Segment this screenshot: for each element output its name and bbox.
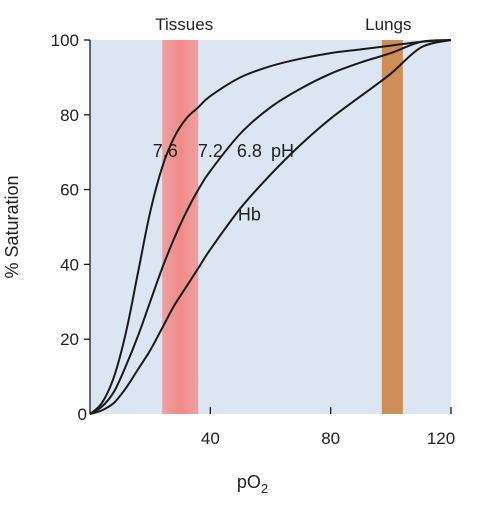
curve-ph-7-2 [89, 39, 452, 415]
x-tick-label: 40 [201, 429, 220, 448]
curve-label-ph-7-2: 7.2 [198, 141, 223, 161]
x-axis-title-main: pO [237, 472, 261, 492]
ticks-layer: 0 20 40 60 80 100 40 80 120 [51, 31, 456, 448]
x-tick-label: 80 [321, 429, 340, 448]
y-tick-label: 100 [51, 31, 79, 50]
bottom-strip [0, 500, 479, 514]
y-tick-label: 60 [60, 181, 79, 200]
y-tick-label: 40 [60, 255, 79, 274]
y-tick-label: 0 [78, 405, 87, 424]
band-label-tissues: Tissues [155, 15, 213, 34]
x-tick-label: 120 [427, 429, 455, 448]
ph-label: pH [271, 141, 294, 161]
y-axis-title: % Saturation [2, 175, 22, 278]
x-axis-title: pO2 [237, 472, 268, 496]
curve-ph-7-6 [89, 39, 452, 415]
hb-label: Hb [238, 205, 261, 225]
curve-ph-6-8 [89, 39, 452, 415]
curve-label-ph-6-8: 6.8 [237, 141, 262, 161]
y-tick-label: 80 [60, 106, 79, 125]
curves-layer [89, 39, 452, 415]
band-label-lungs: Lungs [365, 15, 411, 34]
x-axis-title-subscript: 2 [261, 481, 268, 496]
band-lungs [381, 40, 403, 414]
oxygen-dissociation-chart: 0 20 40 60 80 100 40 80 120 Tissues Lungs 7.6 7.2 6.… [2, 15, 456, 496]
labels-layer: Tissues Lungs 7.6 7.2 6.8 pH Hb [153, 15, 412, 225]
curve-label-ph-7-6: 7.6 [153, 141, 178, 161]
y-tick-label: 20 [60, 330, 79, 349]
